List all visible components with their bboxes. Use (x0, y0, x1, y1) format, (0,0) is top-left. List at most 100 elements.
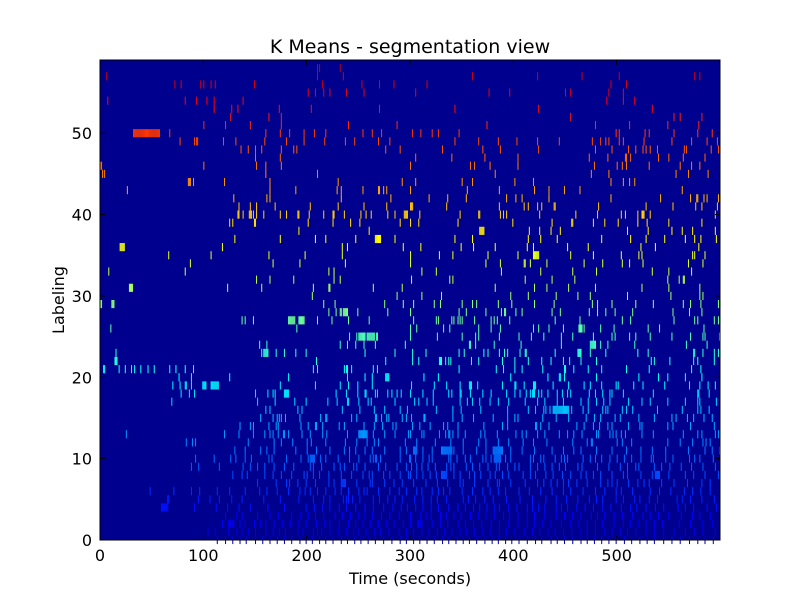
segment-mark (699, 291, 701, 300)
segment-mark (592, 332, 594, 341)
segment-mark (551, 487, 553, 496)
segment-mark (534, 251, 536, 260)
segment-mark (265, 169, 267, 178)
segment-mark (174, 80, 176, 89)
segment-mark (335, 308, 337, 317)
segment-mark (569, 356, 571, 366)
segment-mark (484, 153, 486, 162)
segment-mark (364, 446, 366, 455)
segment-mark (518, 332, 520, 341)
segment-mark (637, 210, 639, 219)
segment-mark (323, 511, 325, 520)
segment-mark (373, 422, 375, 431)
segment-mark (322, 503, 324, 512)
segment-mark (464, 503, 466, 512)
segment-mark (278, 527, 280, 536)
segment-mark (325, 454, 327, 463)
segment-mark (443, 446, 445, 455)
segment-mark (107, 96, 109, 105)
segment-mark (288, 487, 290, 496)
segment-mark (509, 316, 511, 325)
segment-mark (709, 438, 711, 447)
segment-mark (660, 194, 662, 203)
segment-mark (695, 202, 697, 211)
segment-mark (622, 519, 624, 528)
segment-mark (266, 446, 268, 455)
segment-mark (498, 519, 500, 528)
segment-mark (534, 446, 536, 455)
segment-mark (279, 129, 281, 138)
segment-mark (667, 121, 669, 130)
segment-mark (704, 332, 706, 341)
segment-mark (264, 430, 266, 439)
segment-mark (517, 161, 519, 170)
segment-mark (567, 454, 569, 463)
segment-mark (431, 519, 433, 528)
segment-mark (640, 243, 642, 252)
segment-mark (286, 389, 288, 398)
segment-mark (305, 397, 307, 406)
segment-mark (446, 511, 448, 520)
segment-mark (451, 316, 453, 325)
segment-mark (200, 80, 202, 89)
segment-mark (620, 487, 622, 496)
segment-mark (616, 438, 618, 447)
segment-mark (649, 145, 651, 154)
segment-mark (675, 413, 677, 423)
segment-mark (393, 478, 395, 488)
segment-mark (268, 251, 270, 260)
segment-mark (430, 511, 432, 520)
segment-mark (565, 365, 567, 374)
segment-mark (627, 527, 629, 536)
segment-mark (426, 397, 428, 406)
x-tick-label: 100 (188, 546, 219, 565)
segment-mark (305, 503, 307, 512)
segment-mark (537, 397, 539, 406)
segment-mark (428, 527, 430, 536)
segment-mark (667, 422, 669, 431)
segment-mark (199, 487, 201, 496)
segment-mark (360, 210, 362, 219)
segment-mark (478, 438, 480, 447)
segment-mark (337, 177, 339, 187)
segment-mark (453, 511, 455, 520)
segment-mark (457, 430, 459, 439)
segment-mark (419, 519, 421, 528)
segment-mark (507, 405, 509, 414)
segment-mark (356, 413, 358, 423)
segment-mark (338, 503, 340, 512)
segment-mark (425, 511, 427, 520)
segment-mark (497, 454, 499, 463)
segment-mark (647, 324, 649, 333)
segment-mark (521, 308, 523, 317)
segment-mark (561, 389, 563, 398)
segment-mark (672, 454, 674, 463)
segment-mark (345, 495, 347, 504)
segment-mark (144, 129, 146, 138)
segment-mark (548, 324, 550, 333)
segment-mark (383, 470, 385, 479)
segment-mark (687, 446, 689, 455)
segment-mark (599, 422, 601, 431)
segment-mark (358, 511, 360, 520)
segment-mark (548, 186, 550, 195)
segment-mark (506, 210, 508, 219)
segment-mark (345, 503, 347, 512)
segment-mark (155, 129, 157, 138)
segment-mark (146, 129, 148, 138)
segment-mark (413, 316, 415, 325)
segment-mark (404, 210, 406, 219)
segment-mark (449, 430, 451, 439)
segment-mark (293, 316, 295, 325)
segment-mark (387, 389, 389, 398)
segment-mark (461, 413, 463, 423)
segment-mark (457, 519, 459, 528)
segment-mark (337, 454, 339, 463)
segment-mark (668, 153, 670, 162)
segment-mark (600, 324, 602, 333)
segment-mark (309, 487, 311, 496)
segment-mark (715, 397, 717, 406)
segment-mark (386, 413, 388, 423)
segment-mark (248, 210, 250, 219)
segment-mark (411, 202, 413, 211)
